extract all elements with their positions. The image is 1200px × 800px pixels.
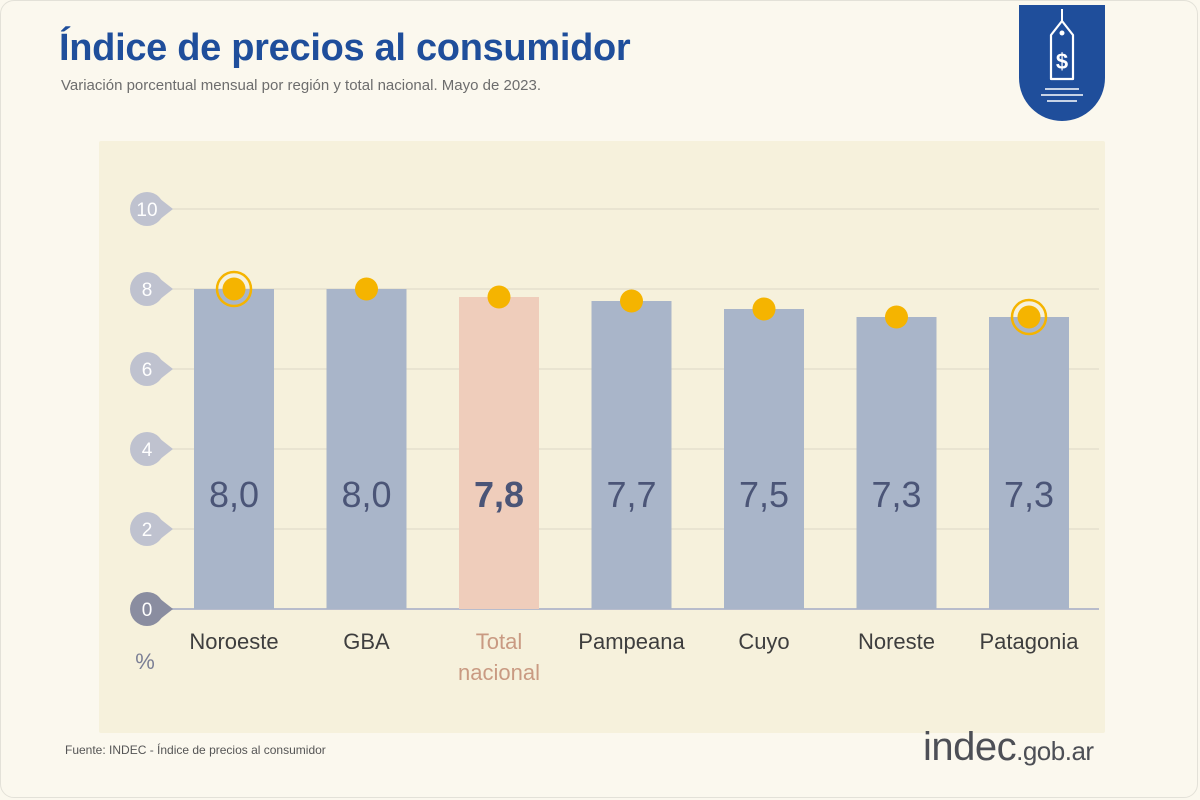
indec-logo: indec.gob.ar <box>923 725 1094 770</box>
price-tag-dollar-icon: $ <box>1019 5 1105 121</box>
y-tick-badge <box>130 512 164 546</box>
bar <box>591 301 672 609</box>
y-tick-label: 10 <box>136 200 157 221</box>
brand-domain: .gob.ar <box>1016 736 1094 766</box>
marker-point <box>487 285 511 309</box>
bar <box>459 297 539 609</box>
marker-point <box>620 289 643 313</box>
y-tick-badge <box>130 432 164 466</box>
y-tick-badge-pointer <box>159 518 173 540</box>
bar <box>326 289 407 609</box>
category-label: nacional <box>458 660 540 685</box>
bar <box>989 317 1069 609</box>
marker-point <box>222 277 246 301</box>
category-label: Noroeste <box>189 629 278 654</box>
chart-panel: 0 2 4 6 8 10% 8,0 Noroeste 8,0 GBA 7,8 Total naciona… <box>99 141 1105 733</box>
bar <box>194 289 274 609</box>
bar <box>856 317 937 609</box>
category-label: Patagonia <box>979 629 1079 654</box>
category-label: GBA <box>343 629 390 654</box>
marker-point <box>885 305 908 329</box>
data-label: 7,5 <box>739 474 789 515</box>
y-tick-label: 8 <box>142 280 153 301</box>
category-label: Total <box>476 629 522 654</box>
y-tick-badge-pointer <box>159 198 173 220</box>
y-tick-label: 4 <box>142 440 153 461</box>
marker-ring <box>1010 298 1048 336</box>
bar <box>724 309 804 609</box>
page-subtitle: Variación porcentual mensual por región … <box>61 77 542 94</box>
marker-point <box>355 277 378 301</box>
y-tick-badge <box>130 192 164 226</box>
y-tick-label: 2 <box>142 520 153 541</box>
y-unit-label: % <box>135 649 155 674</box>
marker-ring <box>215 270 253 308</box>
y-tick-badge-pointer <box>159 358 173 380</box>
data-label: 8,0 <box>341 474 391 515</box>
y-tick-badge-pointer <box>159 598 173 620</box>
marker-point <box>752 297 776 321</box>
category-label: Pampeana <box>578 629 685 654</box>
page-title: Índice de precios al consumidor <box>59 27 631 69</box>
data-label: 7,3 <box>871 474 921 515</box>
data-label: 7,3 <box>1004 474 1054 515</box>
category-label: Cuyo <box>738 629 789 654</box>
data-label: 7,8 <box>474 474 524 515</box>
y-tick-label: 6 <box>142 360 153 381</box>
y-tick-badge-pointer <box>159 438 173 460</box>
data-label: 7,7 <box>606 474 656 515</box>
bar-chart: 0 2 4 6 8 10% 8,0 Noroeste 8,0 GBA 7,8 Total naciona… <box>130 192 1099 685</box>
y-tick-badge-pointer <box>159 278 173 300</box>
source-note: Fuente: INDEC - Índice de precios al con… <box>65 743 326 757</box>
y-tick-badge <box>130 272 164 306</box>
category-label: Noreste <box>858 629 935 654</box>
y-tick-badge <box>130 352 164 386</box>
y-tick-badge <box>130 592 164 626</box>
data-label: 8,0 <box>209 474 259 515</box>
y-tick-label: 0 <box>142 600 153 621</box>
svg-text:$: $ <box>1056 49 1068 74</box>
marker-point <box>1017 305 1041 329</box>
brand-main: indec <box>923 725 1017 769</box>
